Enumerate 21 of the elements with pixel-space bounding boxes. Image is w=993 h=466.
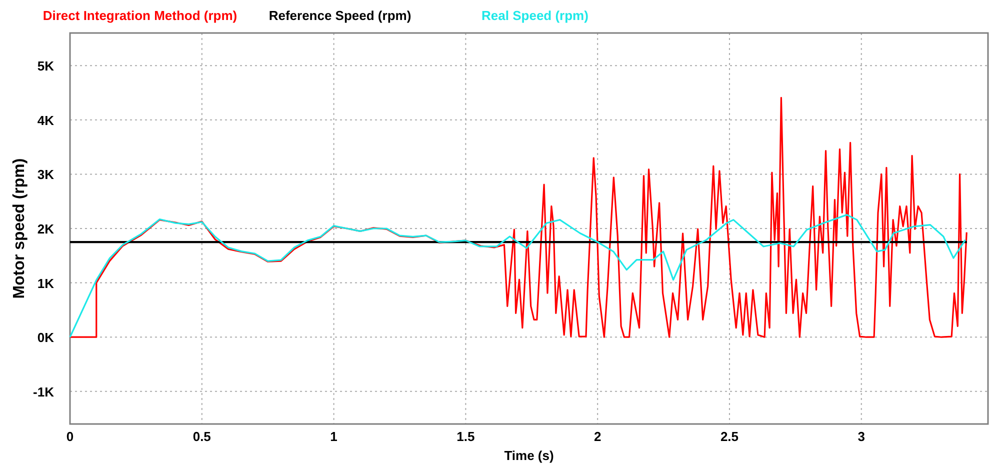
y-tick-label: 3K — [37, 167, 55, 182]
x-tick-label: 0 — [66, 429, 74, 444]
text: Reference Speed (rpm) — [268, 8, 412, 23]
x-tick-label: 3 — [858, 429, 865, 444]
y-tick-label: 5K — [37, 58, 55, 74]
y-tick-label: 0K — [37, 330, 55, 346]
y-tick-label: -1K — [33, 384, 55, 400]
x-tick-label: 0.5 — [192, 429, 211, 444]
line-series — [69, 96, 968, 338]
x-tick-label: 1.5 — [456, 429, 475, 444]
x-tick-label: 2 — [594, 429, 602, 444]
x-tick-label: 2.5 — [720, 429, 739, 444]
y-tick-label: 4K — [37, 112, 55, 128]
line-series — [69, 214, 966, 338]
y-axis-title: Motor speed (rpm) — [11, 158, 28, 299]
x-axis-title: Time (s) — [504, 448, 554, 463]
y-tick-label: 2K — [37, 222, 55, 236]
text: Direct Integration Method (rpm) — [42, 8, 238, 23]
y-tick-label: 1K — [37, 276, 55, 291]
text: Real Speed (rpm) — [482, 8, 588, 23]
x-tick-label: 1 — [330, 429, 338, 444]
